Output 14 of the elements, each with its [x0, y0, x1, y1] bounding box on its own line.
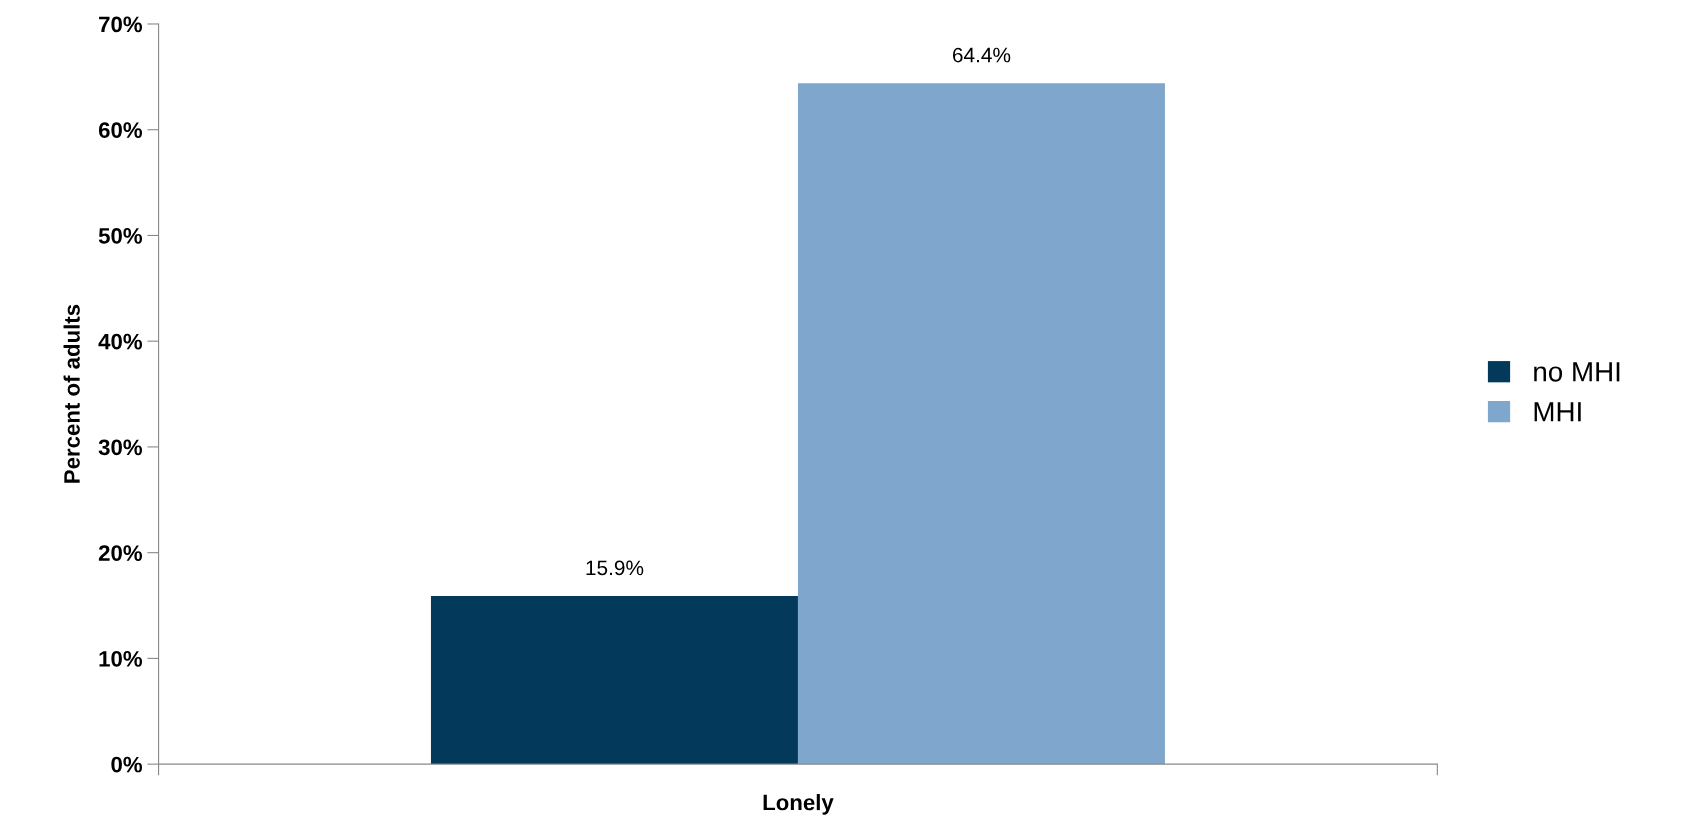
x-axis-title: Lonely — [763, 794, 834, 815]
y-tick-label: 40% — [98, 333, 143, 350]
legend-label: no MHI — [1534, 362, 1620, 382]
y-tick-label: 10% — [99, 650, 143, 667]
y-tick-label: 60% — [98, 122, 143, 138]
y-tick-label: 50% — [98, 227, 143, 244]
y-axis-title: Percent of adults — [63, 304, 80, 483]
data-label: 64.4% — [952, 47, 1011, 63]
data-label: 15.9% — [586, 560, 644, 576]
legend-label: MHI — [1534, 402, 1581, 422]
y-tick-label: 20% — [98, 545, 143, 561]
y-tick-label: 70% — [99, 16, 143, 33]
y-tick-label: 0% — [111, 756, 143, 773]
y-tick-label: 30% — [98, 439, 143, 456]
